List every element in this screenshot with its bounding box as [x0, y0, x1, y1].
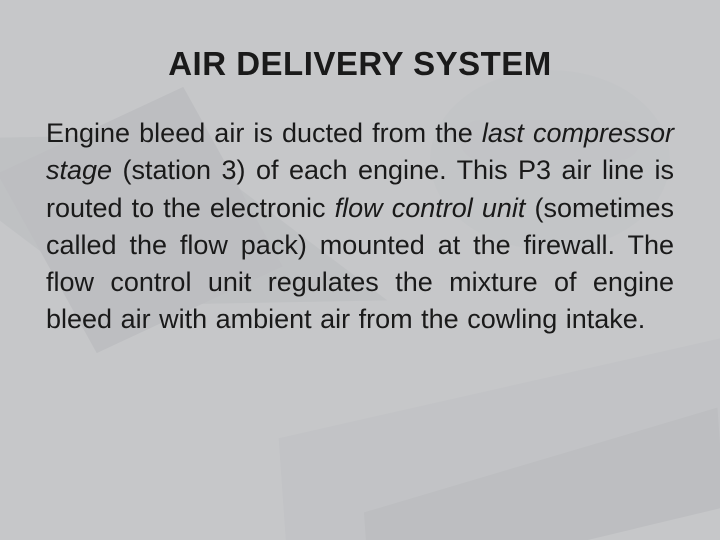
slide-body: Engine bleed air is ducted from the last…: [40, 115, 680, 339]
body-italic-span: flow control unit: [335, 193, 526, 223]
body-text-span: Engine bleed air is ducted from the: [46, 118, 482, 148]
slide: AIR DELIVERY SYSTEM Engine bleed air is …: [0, 0, 720, 540]
slide-title: AIR DELIVERY SYSTEM: [40, 45, 680, 83]
slide-content: AIR DELIVERY SYSTEM Engine bleed air is …: [0, 0, 720, 540]
